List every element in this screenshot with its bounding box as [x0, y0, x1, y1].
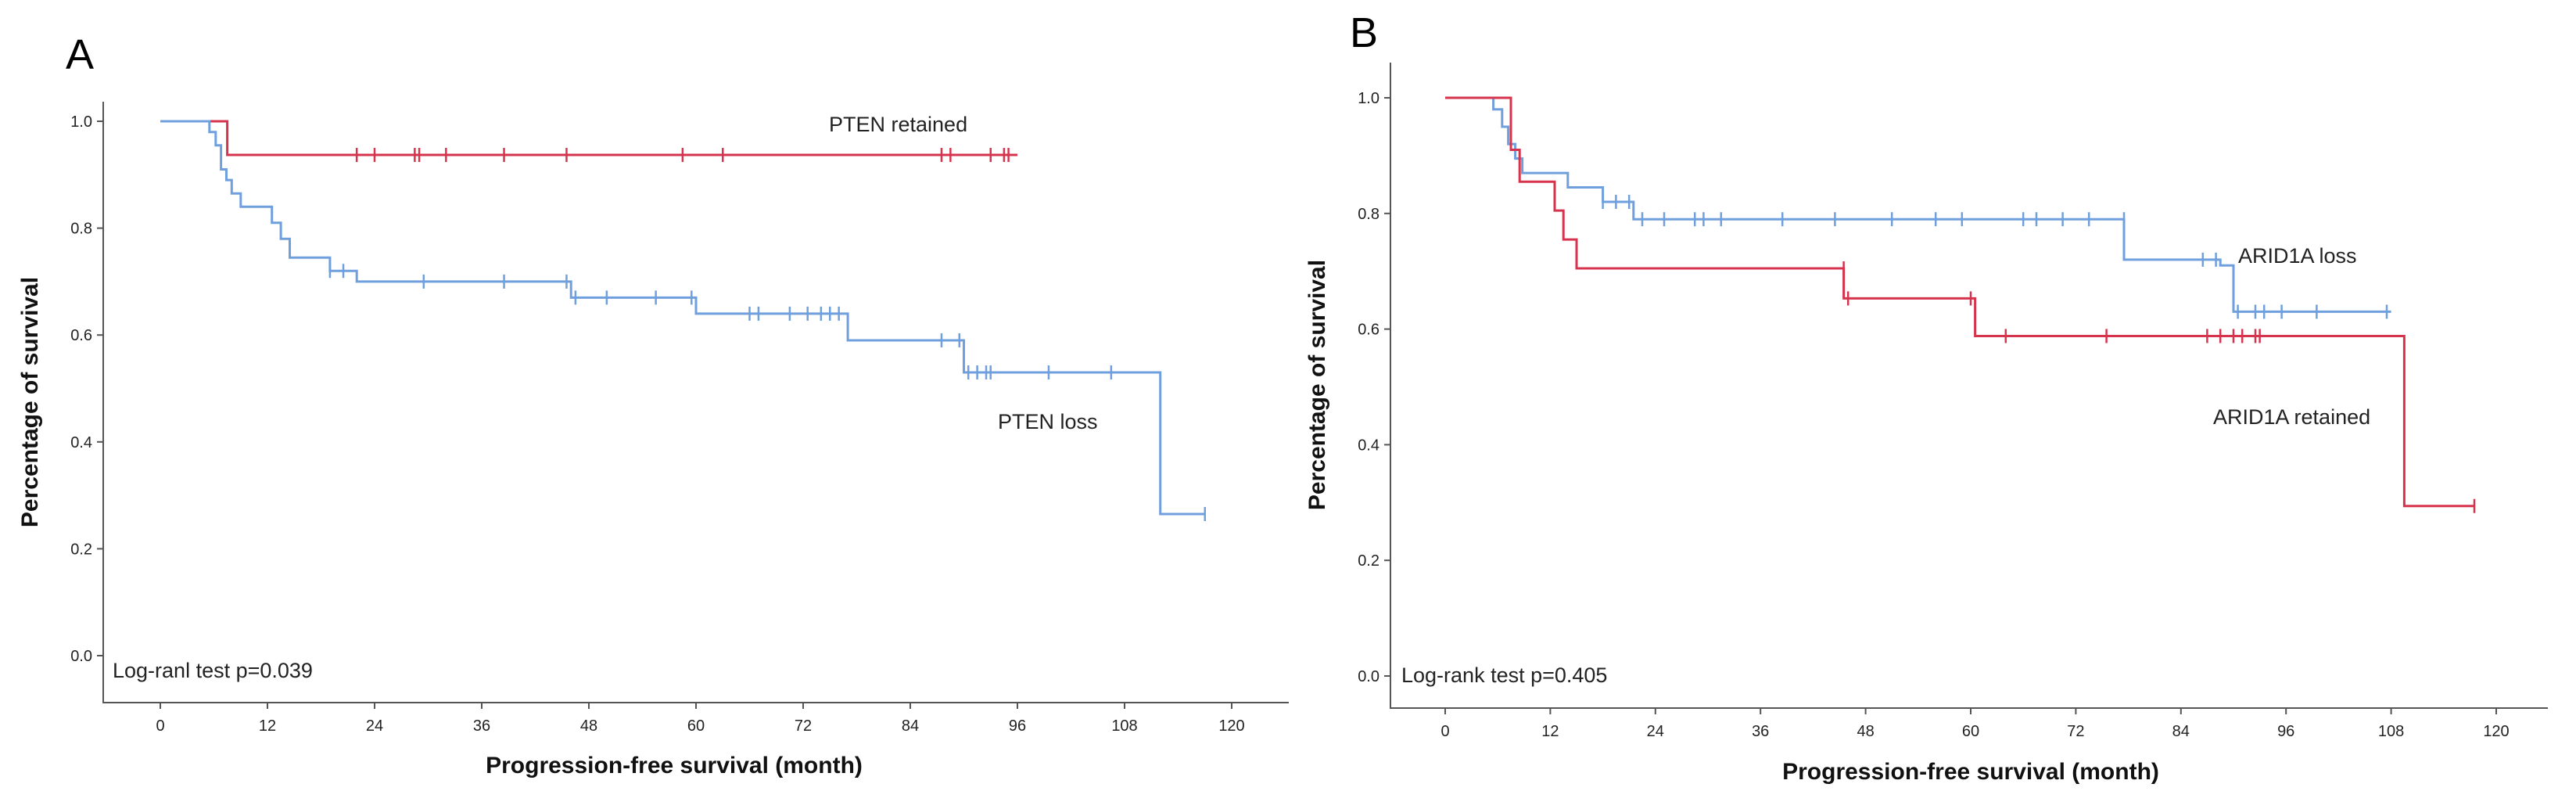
y-tick-label-b: 0.0	[1358, 668, 1379, 685]
x-tick-label-a: 12	[259, 717, 276, 735]
y-axis-title-a: Percentage of survival	[17, 277, 43, 527]
x-tick-label-a: 72	[795, 717, 812, 735]
x-tick-label-a: 108	[1111, 717, 1137, 735]
series-group-a	[160, 120, 1206, 522]
x-tick-label-b: 12	[1541, 723, 1559, 740]
panel-label-b: B	[1350, 9, 1378, 56]
panel-a: A 0.0 0.2 0.4 0.6 0.8 1.0 0 12 24 36 48 60 72 84 96 10…	[17, 31, 1289, 778]
x-axis-title-a: Progression-free survival (month)	[486, 753, 863, 778]
x-tick-label-b: 36	[1752, 723, 1769, 740]
x-tick-label-a: 84	[902, 717, 919, 735]
x-ticks-b: 0 12 24 36 48 60 72 84 96 108 120	[1440, 708, 2510, 740]
x-tick-label-b: 60	[1962, 723, 1979, 740]
panel-b: B 0.0 0.2 0.4 0.6 0.8 1.0 0 12 24 36 48 60 72 84 96 10…	[1304, 9, 2548, 785]
x-tick-label-b: 48	[1857, 723, 1874, 740]
y-tick-label-b: 0.8	[1358, 206, 1379, 223]
y-tick-label-a: 0.0	[70, 648, 92, 665]
y-tick-label-a: 0.8	[70, 221, 92, 238]
x-tick-label-a: 120	[1218, 717, 1244, 735]
logrank-annotation-a: Log-ranl test p=0.039	[113, 659, 313, 682]
x-tick-label-b: 108	[2378, 723, 2404, 740]
series-label-arid1a-retained: ARID1A retained	[2213, 405, 2370, 429]
y-axis-title-b: Percentage of survival	[1304, 260, 1330, 510]
x-tick-label-a: 48	[580, 717, 597, 735]
x-tick-label-a: 60	[687, 717, 705, 735]
km-curve-arid1a-loss	[1445, 96, 2391, 313]
panel-label-a: A	[66, 31, 94, 78]
y-tick-label-a: 0.4	[70, 434, 92, 451]
axes-frame-b	[1390, 63, 2548, 709]
y-tick-label-a: 1.0	[70, 113, 92, 131]
x-tick-label-b: 24	[1647, 723, 1664, 740]
x-tick-label-b: 84	[2172, 723, 2190, 740]
x-tick-label-b: 96	[2277, 723, 2294, 740]
series-label-pten-retained: PTEN retained	[829, 113, 967, 136]
series-label-pten-loss: PTEN loss	[998, 410, 1098, 433]
x-tick-label-a: 24	[366, 717, 383, 735]
y-tick-label-a: 0.6	[70, 327, 92, 344]
x-ticks-a: 0 12 24 36 48 60 72 84 96 108 120	[156, 703, 1245, 735]
y-tick-label-b: 1.0	[1358, 90, 1379, 107]
axes-frame-a	[102, 102, 1289, 703]
x-tick-label-a: 36	[473, 717, 490, 735]
y-tick-label-b: 0.2	[1358, 552, 1379, 570]
km-curve-pten-loss	[160, 120, 1205, 516]
x-tick-label-a: 96	[1009, 717, 1026, 735]
y-ticks-a: 0.0 0.2 0.4 0.6 0.8 1.0	[70, 113, 103, 665]
series-label-arid1a-loss: ARID1A loss	[2238, 244, 2357, 268]
x-tick-label-b: 0	[1440, 723, 1449, 740]
x-tick-label-b: 72	[2067, 723, 2084, 740]
x-tick-label-b: 120	[2483, 723, 2509, 740]
y-ticks-b: 0.0 0.2 0.4 0.6 0.8 1.0	[1358, 90, 1390, 685]
y-tick-label-a: 0.2	[70, 541, 92, 558]
y-tick-label-b: 0.4	[1358, 437, 1379, 454]
x-axis-title-b: Progression-free survival (month)	[1782, 759, 2159, 785]
km-curve-arid1a-retained	[1445, 96, 2474, 508]
series-group-b	[1445, 96, 2476, 513]
x-tick-label-a: 0	[156, 717, 164, 735]
logrank-annotation-b: Log-rank test p=0.405	[1401, 663, 1607, 687]
y-tick-label-b: 0.6	[1358, 322, 1379, 339]
